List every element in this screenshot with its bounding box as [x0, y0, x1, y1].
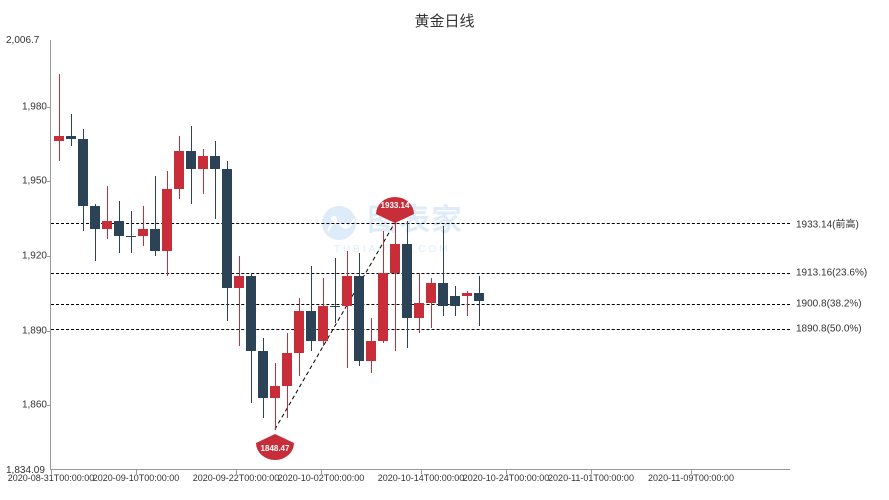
- chart-title: 黄金日线: [414, 10, 474, 31]
- x-tick-mark: [51, 470, 52, 474]
- x-tick-mark: [421, 470, 422, 474]
- candle-body: [342, 276, 352, 306]
- fib-label: 1933.14(前高): [790, 216, 859, 231]
- price-pin: 1848.47: [256, 434, 294, 460]
- candle-wick: [215, 141, 216, 218]
- fib-label: 1890.8(50.0%): [790, 323, 862, 334]
- candle-body: [402, 244, 412, 319]
- trend-line: [51, 40, 790, 469]
- candle-body: [114, 221, 124, 236]
- x-tick-mark: [506, 470, 507, 474]
- x-tick-mark: [691, 470, 692, 474]
- candle-body: [186, 151, 196, 168]
- x-tick-mark: [321, 470, 322, 474]
- candle-wick: [59, 74, 60, 161]
- fib-line: [51, 329, 790, 330]
- y-tick-mark: [47, 331, 51, 332]
- candle-body: [414, 303, 424, 318]
- candle-body: [258, 351, 268, 398]
- candle-body: [354, 276, 364, 361]
- candle-body: [126, 236, 136, 237]
- candle-body: [234, 276, 244, 288]
- candle-body: [474, 293, 484, 300]
- candle-body: [318, 306, 328, 341]
- candle-body: [390, 244, 400, 274]
- candle-body: [426, 283, 436, 303]
- y-max-label: 2,006.7: [6, 35, 39, 46]
- x-tick-mark: [591, 470, 592, 474]
- candle-body: [174, 151, 184, 188]
- candle-body: [294, 311, 304, 353]
- candle-body: [438, 283, 448, 305]
- pin-label: 1848.47: [261, 444, 290, 453]
- pin-label: 1933.14: [381, 201, 410, 210]
- candle-wick: [347, 251, 348, 368]
- y-tick-mark: [47, 256, 51, 257]
- candle-body: [102, 221, 112, 228]
- candle-wick: [239, 256, 240, 346]
- y-min-label: 1,834.09: [6, 465, 45, 476]
- candle-body: [162, 189, 172, 251]
- candle-body: [90, 206, 100, 228]
- fib-label: 1913.16(23.6%): [790, 268, 867, 279]
- candle-body: [78, 139, 88, 206]
- plot-area: 图表家 TUBIAOJIA.COM 1,9801,9501,9201,8901,…: [50, 40, 790, 470]
- candle-body: [462, 293, 472, 295]
- candle-wick: [479, 276, 480, 326]
- candle-wick: [143, 206, 144, 246]
- y-tick-mark: [47, 405, 51, 406]
- candle-wick: [71, 114, 72, 146]
- candle-body: [306, 311, 316, 341]
- candle-body: [222, 169, 232, 289]
- candle-wick: [107, 186, 108, 238]
- candle-body: [330, 306, 340, 307]
- x-tick-mark: [136, 470, 137, 474]
- fib-line: [51, 273, 790, 274]
- candle-body: [210, 156, 220, 168]
- candle-wick: [395, 221, 396, 351]
- price-pin: 1933.14: [376, 197, 414, 223]
- candle-body: [282, 353, 292, 385]
- y-tick-mark: [47, 181, 51, 182]
- fib-label: 1900.8(38.2%): [790, 298, 862, 309]
- candle-body: [246, 276, 256, 351]
- candle-body: [366, 341, 376, 361]
- candle-body: [378, 273, 388, 340]
- candle-body: [270, 386, 280, 398]
- candle-body: [150, 229, 160, 251]
- candle-body: [450, 296, 460, 306]
- candle-body: [54, 136, 64, 141]
- candle-wick: [335, 258, 336, 323]
- candle-wick: [131, 211, 132, 253]
- candle-body: [66, 136, 76, 138]
- y-tick-mark: [47, 107, 51, 108]
- candle-body: [198, 156, 208, 168]
- x-tick-mark: [236, 470, 237, 474]
- candle-body: [138, 229, 148, 236]
